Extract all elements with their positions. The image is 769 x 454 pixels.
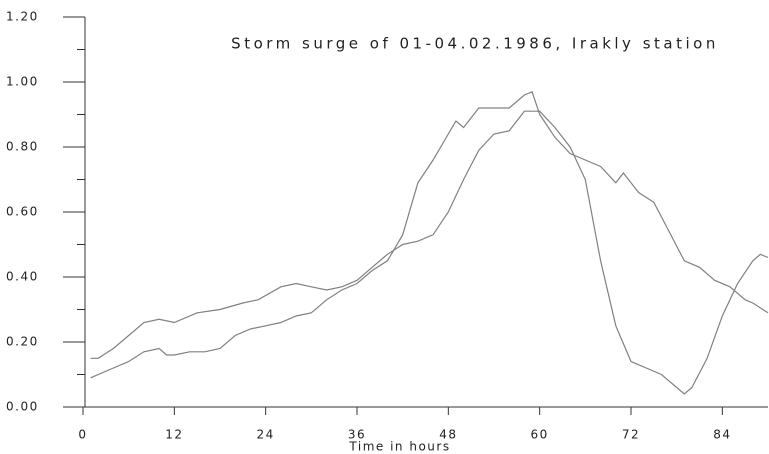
y-tick-label: 1.20 bbox=[6, 10, 39, 24]
x-axis-label: Time in hours bbox=[348, 440, 450, 454]
x-tick-label: 24 bbox=[257, 428, 275, 442]
y-tick-label: 0.20 bbox=[6, 335, 39, 349]
x-tick-label: 72 bbox=[622, 428, 640, 442]
y-tick-label: 1.00 bbox=[6, 75, 39, 89]
data-line bbox=[90, 90, 769, 379]
y-tick-label: 0.00 bbox=[6, 400, 39, 414]
x-tick-label: 48 bbox=[439, 428, 457, 442]
data-line bbox=[90, 110, 769, 395]
x-tick-label: 84 bbox=[713, 428, 731, 442]
y-tick-label: 0.40 bbox=[6, 270, 39, 284]
y-tick-label: 0.80 bbox=[6, 140, 39, 154]
chart-title: Storm surge of 01-04.02.1986, Irakly sta… bbox=[231, 35, 719, 53]
y-tick-label: 0.60 bbox=[6, 205, 39, 219]
x-tick-label: 60 bbox=[531, 428, 549, 442]
x-tick-label: 36 bbox=[348, 428, 366, 442]
x-tick-label: 0 bbox=[78, 428, 87, 442]
x-tick-label: 12 bbox=[165, 428, 183, 442]
